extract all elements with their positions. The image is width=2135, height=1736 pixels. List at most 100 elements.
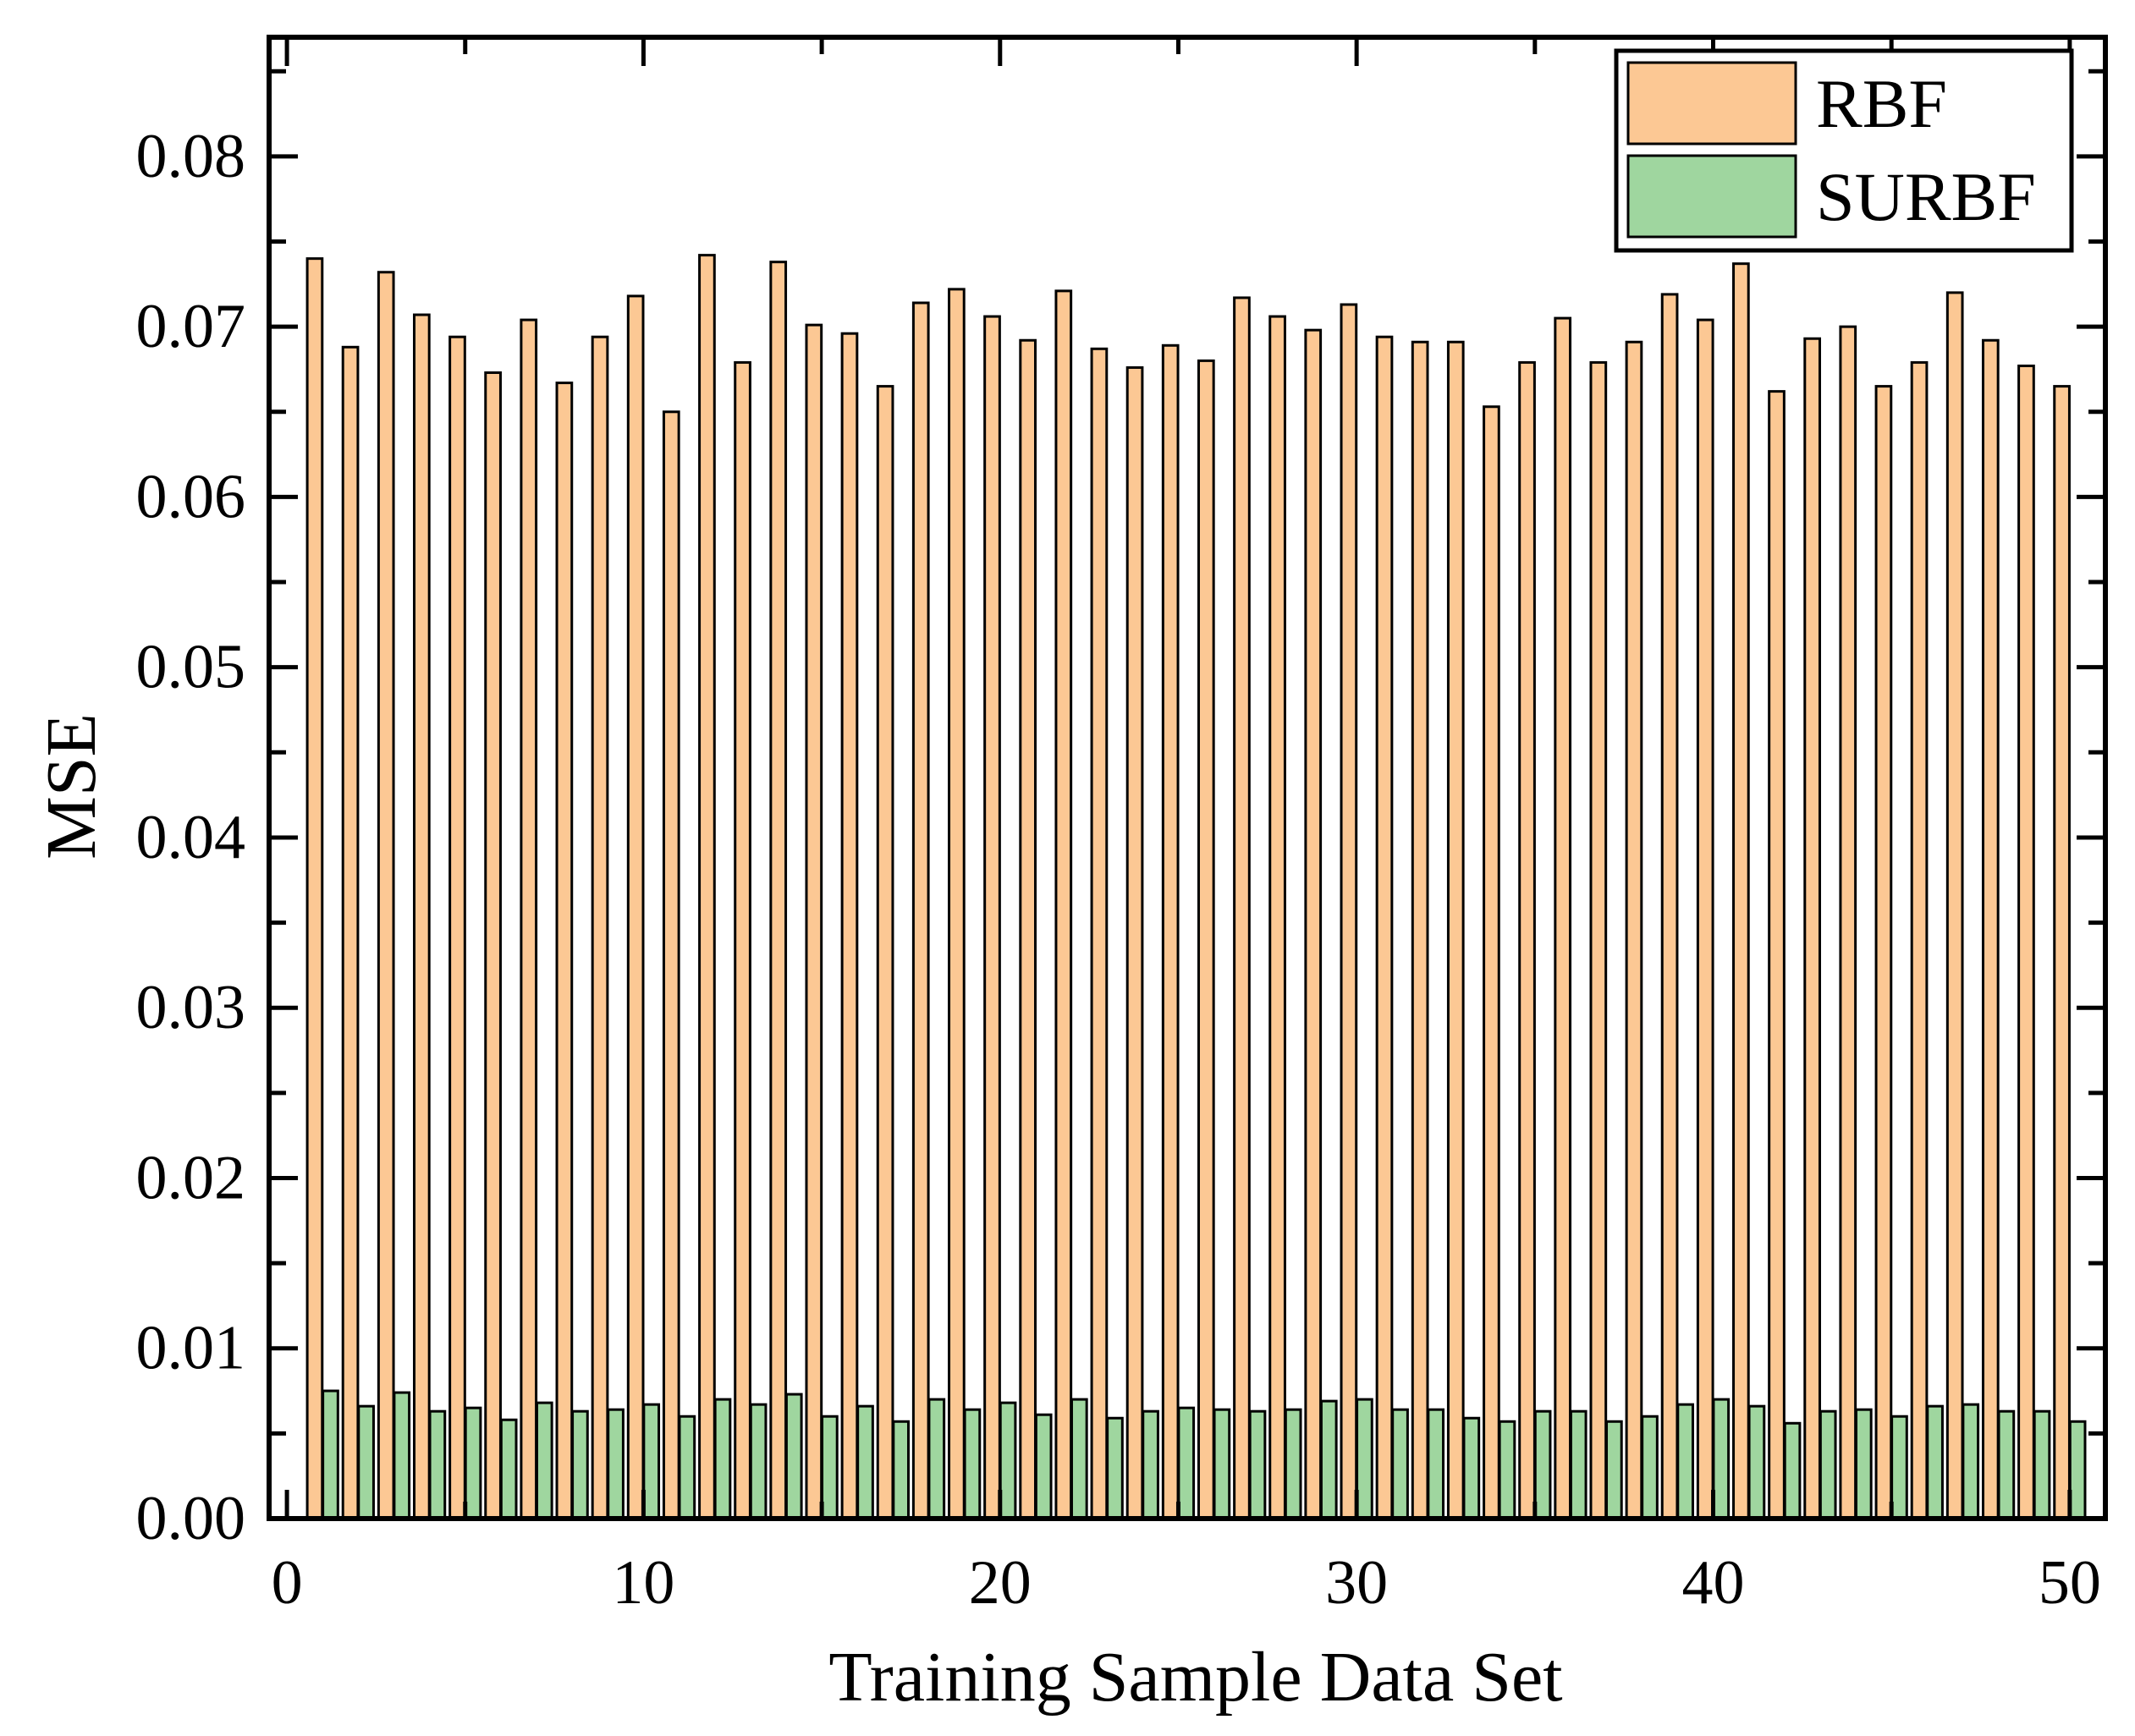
bar-rbf-8: [555, 382, 574, 1520]
bar-surbf-4: [428, 1409, 447, 1520]
bar-surbf-19: [963, 1408, 982, 1520]
bar-surbf-27: [1248, 1409, 1267, 1520]
bar-surbf-42: [1783, 1421, 1802, 1520]
bar-surbf-31: [1391, 1408, 1409, 1520]
bar-surbf-5: [464, 1406, 482, 1520]
bar-rbf-50: [2053, 385, 2071, 1520]
bar-surbf-13: [749, 1403, 768, 1520]
bar-rbf-45: [1874, 385, 1893, 1520]
bar-rbf-29: [1304, 328, 1323, 1520]
bar-rbf-6: [484, 371, 502, 1520]
bar-surbf-17: [892, 1420, 910, 1520]
x-axis-title: Training Sample Data Set: [828, 1638, 1562, 1717]
bar-surbf-39: [1676, 1403, 1694, 1520]
bar-surbf-38: [1641, 1415, 1659, 1520]
bar-surbf-28: [1284, 1408, 1302, 1520]
y-tick-label: 0.01: [136, 1314, 246, 1383]
bar-rbf-15: [805, 323, 823, 1520]
bar-surbf-36: [1569, 1409, 1587, 1520]
bar-surbf-3: [393, 1391, 411, 1520]
bar-rbf-30: [1340, 303, 1358, 1520]
bar-rbf-49: [2017, 364, 2035, 1520]
bar-surbf-22: [1070, 1398, 1088, 1520]
bar-rbf-27: [1233, 296, 1251, 1520]
bar-rbf-25: [1161, 343, 1180, 1520]
y-tick-label: 0.04: [136, 803, 246, 872]
bar-rbf-28: [1268, 315, 1286, 1520]
bar-surbf-46: [1926, 1404, 1944, 1520]
legend: RBF SURBF: [1614, 48, 2074, 253]
bar-rbf-38: [1625, 340, 1643, 1520]
bar-surbf-40: [1712, 1398, 1731, 1520]
plot-frame: [267, 35, 2108, 1521]
x-tick-label: 10: [612, 1548, 674, 1618]
bar-surbf-20: [999, 1401, 1017, 1520]
x-tick-label: 50: [2039, 1548, 2101, 1618]
bar-surbf-16: [856, 1404, 874, 1520]
bar-rbf-12: [698, 254, 716, 1520]
y-tick-label: 0.02: [136, 1143, 246, 1212]
bar-rbf-23: [1090, 347, 1109, 1520]
bar-rbf-22: [1054, 289, 1073, 1520]
bar-surbf-24: [1142, 1409, 1159, 1520]
x-tick-label: 40: [1682, 1548, 1745, 1618]
bar-rbf-43: [1803, 337, 1821, 1520]
x-tick-label: 20: [969, 1548, 1032, 1618]
bar-rbf-19: [948, 288, 966, 1520]
y-axis-title: MSE: [32, 713, 111, 860]
bar-surbf-35: [1533, 1409, 1552, 1520]
bar-surbf-30: [1356, 1398, 1373, 1520]
bar-rbf-46: [1910, 360, 1929, 1520]
legend-label-surbf: SURBF: [1816, 158, 2036, 235]
bar-rbf-10: [626, 294, 645, 1520]
bar-rbf-36: [1554, 316, 1572, 1520]
bar-surbf-26: [1213, 1408, 1231, 1520]
x-tick-label: 0: [272, 1548, 303, 1618]
bar-surbf-41: [1747, 1404, 1766, 1520]
bar-rbf-17: [876, 385, 894, 1520]
bars-layer: [305, 254, 2087, 1520]
bar-rbf-24: [1125, 365, 1144, 1520]
bar-rbf-11: [662, 410, 680, 1520]
bar-rbf-5: [448, 335, 466, 1520]
bar-surbf-48: [1997, 1409, 2016, 1520]
bar-surbf-50: [2068, 1420, 2087, 1520]
bar-rbf-31: [1375, 335, 1394, 1520]
bar-rbf-41: [1732, 262, 1750, 1520]
bar-rbf-39: [1660, 293, 1679, 1520]
bar-rbf-20: [983, 315, 1001, 1520]
bar-rbf-32: [1411, 340, 1429, 1520]
bar-surbf-33: [1462, 1416, 1481, 1520]
bar-rbf-37: [1589, 360, 1608, 1520]
bar-surbf-15: [821, 1415, 839, 1520]
bar-surbf-10: [642, 1403, 661, 1520]
labels-layer: 0.00 0.01 0.02 0.03 0.04 0.05 0.06 0.07 0.08 0 10 2…: [136, 122, 2101, 1618]
bar-surbf-1: [322, 1389, 339, 1520]
bar-surbf-12: [713, 1398, 732, 1520]
bar-rbf-40: [1696, 318, 1714, 1520]
bar-rbf-34: [1483, 405, 1500, 1520]
y-tick-label: 0.00: [136, 1484, 246, 1553]
y-tick-label: 0.06: [136, 462, 246, 531]
legend-label-rbf: RBF: [1816, 65, 1947, 142]
bar-surbf-7: [535, 1401, 553, 1520]
ticks-layer: [269, 37, 2105, 1521]
bar-rbf-21: [1019, 338, 1037, 1520]
bar-rbf-2: [341, 345, 360, 1520]
bar-surbf-29: [1319, 1399, 1338, 1520]
bar-rbf-1: [305, 257, 324, 1520]
bar-surbf-18: [927, 1398, 946, 1520]
bar-surbf-6: [499, 1418, 518, 1520]
bar-surbf-49: [2033, 1409, 2051, 1520]
bar-rbf-47: [1945, 291, 1964, 1520]
bar-rbf-13: [734, 360, 751, 1520]
bar-surbf-9: [607, 1408, 625, 1520]
bar-rbf-18: [911, 301, 930, 1520]
y-tick-label: 0.08: [136, 122, 246, 191]
bar-rbf-26: [1197, 359, 1215, 1520]
bar-surbf-37: [1605, 1420, 1623, 1520]
bar-rbf-16: [840, 332, 859, 1520]
bar-surbf-45: [1890, 1415, 1908, 1520]
bar-surbf-34: [1498, 1420, 1516, 1520]
bar-surbf-14: [784, 1393, 803, 1520]
